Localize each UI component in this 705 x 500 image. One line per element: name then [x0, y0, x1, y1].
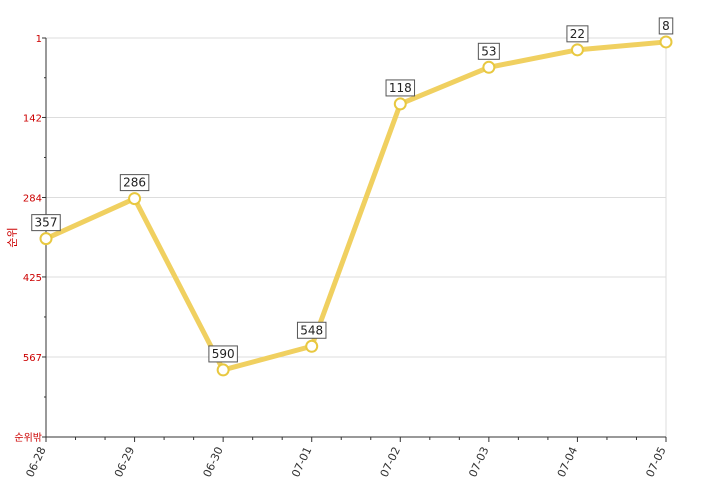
x-tick-label: 07-02 — [378, 445, 403, 479]
data-label-text: 548 — [300, 323, 323, 337]
data-label-box — [119, 174, 150, 192]
x-tick-label: 07-05 — [643, 445, 668, 479]
data-label-text: 590 — [212, 347, 235, 361]
data-point[interactable] — [216, 363, 230, 377]
data-label-box — [31, 214, 61, 232]
data-point[interactable] — [393, 97, 407, 111]
data-label-box — [658, 17, 674, 35]
x-tick-label: 07-04 — [555, 445, 580, 479]
x-tick-label: 06-28 — [23, 445, 48, 479]
data-point[interactable] — [659, 35, 673, 49]
data-label-text: 118 — [389, 81, 412, 95]
x-tick-label: 06-30 — [201, 445, 226, 479]
data-label: 357 — [31, 214, 61, 232]
y-tick-label: 142 — [23, 113, 42, 124]
data-label-box — [477, 42, 500, 60]
data-label: 22 — [566, 25, 589, 43]
data-label-text: 357 — [35, 216, 58, 230]
data-label: 53 — [477, 42, 500, 60]
data-label: 8 — [658, 17, 674, 35]
y-tick-label: 284 — [23, 193, 42, 204]
data-point[interactable] — [305, 339, 319, 353]
data-label-box — [385, 79, 416, 97]
data-point[interactable] — [482, 60, 496, 74]
y-tick-label: 567 — [23, 353, 42, 364]
data-point[interactable] — [128, 192, 142, 206]
x-tick-label: 07-01 — [289, 445, 314, 479]
data-label-text: 53 — [481, 44, 496, 58]
data-point[interactable] — [570, 43, 584, 57]
data-label: 548 — [296, 321, 327, 339]
data-label-text: 22 — [570, 27, 585, 41]
data-label-box — [208, 345, 238, 363]
y-tick-label: 425 — [23, 273, 42, 284]
data-label-text: 8 — [662, 19, 670, 33]
y-tick-label: 순위밖 — [14, 431, 42, 444]
grid-lines — [46, 37, 667, 437]
data-label-box — [296, 321, 327, 339]
data-label-text: 286 — [123, 176, 146, 190]
data-label: 286 — [119, 174, 150, 192]
data-label-box — [566, 25, 589, 43]
data-label: 118 — [385, 79, 416, 97]
y-axis-label: 순위 — [6, 227, 19, 247]
x-tick-label: 07-03 — [466, 445, 491, 479]
series: 357 286 590 548 118 53 22 8 — [31, 17, 674, 377]
data-label: 590 — [208, 345, 238, 363]
y-tick-label: 1 — [36, 34, 42, 45]
series-line — [43, 39, 669, 373]
data-point[interactable] — [39, 232, 53, 246]
x-tick-label: 06-29 — [112, 445, 137, 479]
